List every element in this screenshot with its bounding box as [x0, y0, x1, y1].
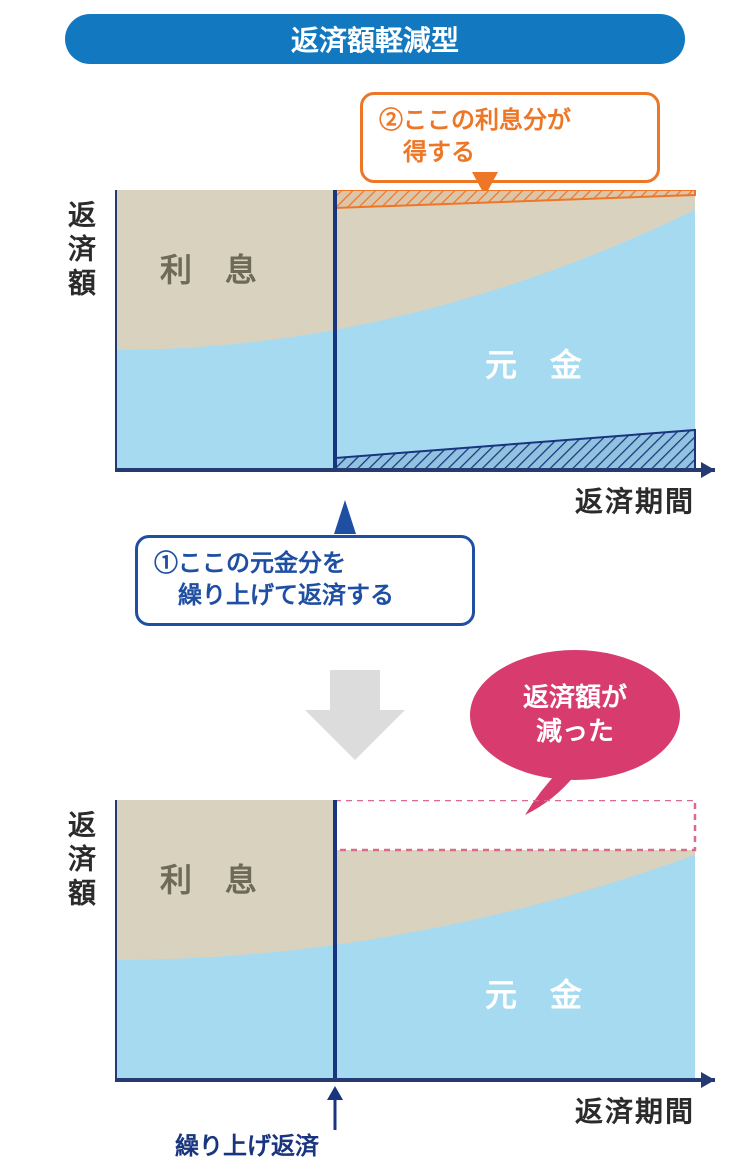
callout-orange-line2: 得する [379, 137, 641, 169]
chart2-loan-diagram [115, 800, 735, 1120]
callout-blue-line1: ①ここの元金分を [154, 548, 456, 580]
callout-interest-saving: ②ここの利息分が 得する [360, 92, 660, 183]
title-text: 返済額軽減型 [291, 19, 459, 59]
chart1-y-axis-label: 返済額 [60, 200, 100, 302]
chart1-principal-label: 元 金 [485, 340, 594, 386]
callout-blue-arrow-icon [330, 498, 360, 538]
title-pill: 返済額軽減型 [65, 14, 685, 64]
chart1-interest-label: 利 息 [160, 245, 269, 291]
bubble-payment-reduced: 返済額が 減った [470, 650, 680, 780]
callout-blue-line2: 繰り上げて返済する [154, 580, 456, 612]
chart2-x-axis-label: 返済期間 [575, 1090, 695, 1130]
callout-principal-prepay: ①ここの元金分を 繰り上げて返済する [135, 535, 475, 626]
bubble-line1: 返済額が [523, 681, 627, 715]
chart2-interest-label: 利 息 [160, 855, 269, 901]
callout-orange-line1: ②ここの利息分が [379, 105, 641, 137]
transition-arrow-icon [300, 660, 410, 770]
chart1-x-axis-label: 返済期間 [575, 480, 695, 520]
chart1-loan-diagram [115, 190, 735, 510]
chart2-principal-label: 元 金 [485, 970, 594, 1016]
chart2-y-axis-label: 返済額 [60, 810, 100, 912]
prepayment-marker-arrow-icon [323, 1086, 347, 1130]
bubble-line2: 減った [523, 715, 627, 749]
